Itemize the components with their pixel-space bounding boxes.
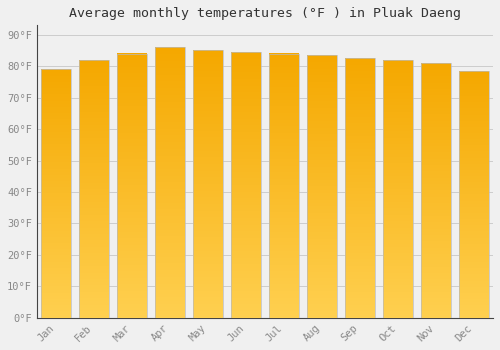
Bar: [41, 69, 70, 318]
Bar: [345, 58, 375, 318]
Bar: [117, 54, 146, 318]
Bar: [155, 47, 184, 318]
Bar: [307, 55, 337, 318]
Title: Average monthly temperatures (°F ) in Pluak Daeng: Average monthly temperatures (°F ) in Pl…: [69, 7, 461, 20]
Bar: [459, 71, 489, 318]
Bar: [79, 60, 108, 318]
Bar: [231, 52, 260, 318]
Bar: [383, 60, 413, 318]
Bar: [269, 54, 299, 318]
Bar: [193, 50, 222, 318]
Bar: [421, 63, 451, 318]
